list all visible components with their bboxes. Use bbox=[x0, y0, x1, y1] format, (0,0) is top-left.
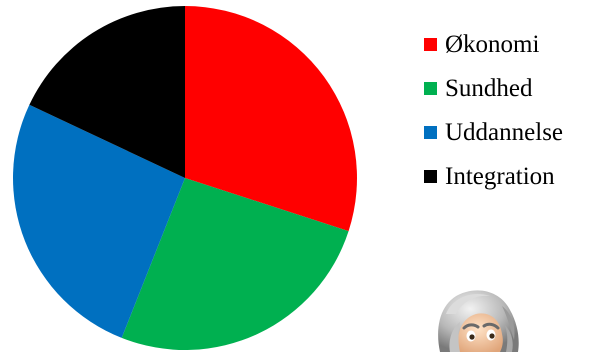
legend-item-integration: Integration bbox=[424, 154, 563, 198]
legend-item-okonomi: Økonomi bbox=[424, 22, 563, 66]
legend-item-sundhed: Sundhed bbox=[424, 66, 563, 110]
legend-swatch-uddannelse bbox=[424, 126, 437, 139]
pie-chart bbox=[0, 0, 380, 352]
mascot-character-image bbox=[432, 284, 532, 352]
legend-label-integration: Integration bbox=[445, 164, 555, 189]
legend-swatch-integration bbox=[424, 170, 437, 183]
legend-label-uddannelse: Uddannelse bbox=[445, 120, 563, 145]
legend-label-okonomi: Økonomi bbox=[445, 32, 539, 57]
legend-swatch-okonomi bbox=[424, 38, 437, 51]
legend-item-uddannelse: Uddannelse bbox=[424, 110, 563, 154]
legend-swatch-sundhed bbox=[424, 82, 437, 95]
chart-legend: Økonomi Sundhed Uddannelse Integration bbox=[424, 22, 563, 198]
legend-label-sundhed: Sundhed bbox=[445, 76, 533, 101]
